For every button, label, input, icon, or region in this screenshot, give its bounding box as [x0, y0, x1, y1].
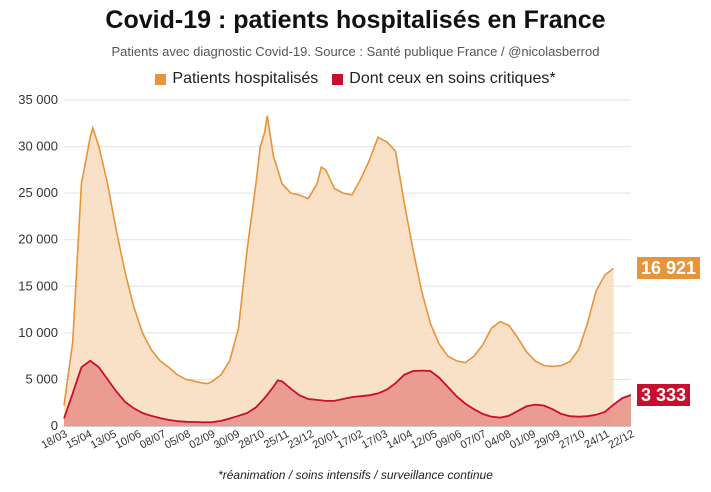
legend-swatch-critiques: [332, 73, 344, 85]
y-tick-label: 5 000: [25, 371, 58, 386]
series-area-hospitalises: [64, 115, 614, 427]
x-axis-ticks: 18/0315/0413/0510/0608/0705/0802/0930/09…: [39, 428, 636, 452]
y-axis-ticks: 0 5 000 10 000 15 000 20 000 25 000 30 000 35 0…: [18, 92, 58, 433]
x-tick-label: 22/12: [606, 428, 636, 452]
legend-label-critiques: Dont ceux en soins critiques*: [349, 70, 556, 87]
chart-subtitle: Patients avec diagnostic Covid-19. Sourc…: [111, 44, 600, 59]
series-line-critiques: [63, 359, 632, 424]
last-value-badge-critiques: 3 333: [637, 383, 691, 406]
chart-title: Covid-19 : patients hospitalisés en Fran…: [105, 6, 606, 34]
legend-item-critiques: Dont ceux en soins critiques*: [332, 70, 556, 88]
chart-legend: Patients hospitalisés Dont ceux en soins…: [0, 70, 711, 88]
y-tick-label: 15 000: [18, 278, 58, 293]
y-tick-label: 10 000: [18, 325, 58, 340]
series-line-hospitalises: [63, 115, 615, 406]
legend-item-hospitalises: Patients hospitalisés: [155, 70, 318, 88]
last-value-badge-hospitalises: 16 921: [637, 257, 701, 280]
legend-label-hospitalises: Patients hospitalisés: [172, 70, 319, 87]
y-tick-label: 25 000: [18, 185, 58, 200]
y-tick-label: 20 000: [18, 232, 58, 247]
legend-swatch-hospitalises: [155, 73, 167, 85]
y-tick-label: 0: [51, 418, 58, 433]
y-tick-label: 30 000: [18, 139, 58, 154]
series-area-critiques: [64, 360, 631, 426]
y-tick-label: 35 000: [18, 92, 58, 107]
series-areas: [63, 115, 632, 427]
chart-footnote: *réanimation / soins intensifs / surveil…: [218, 468, 493, 482]
